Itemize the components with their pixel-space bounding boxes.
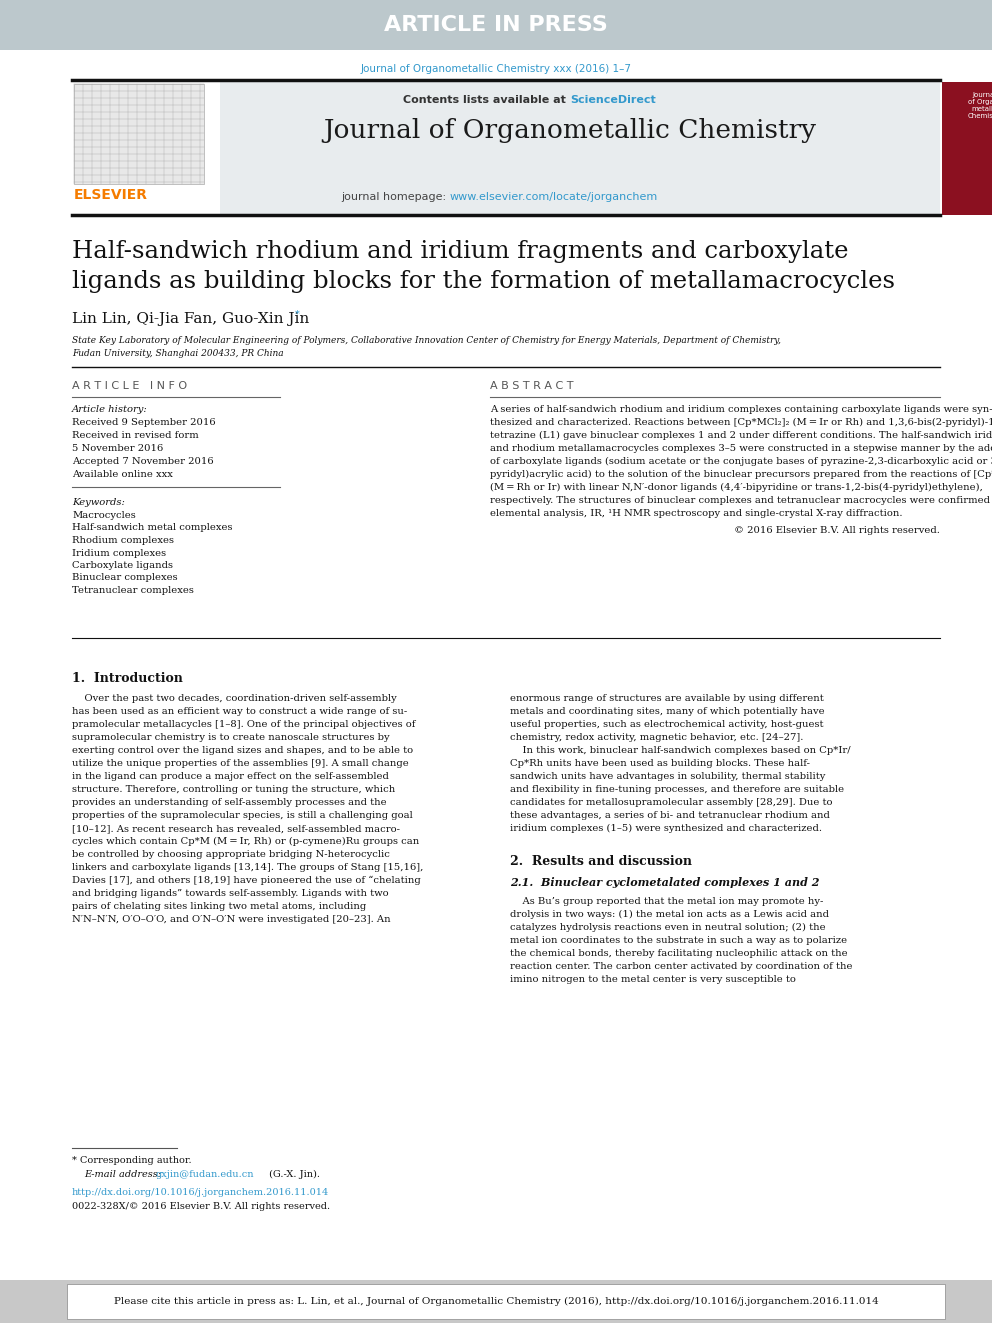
Text: and rhodium metallamacrocycles complexes 3–5 were constructed in a stepwise mann: and rhodium metallamacrocycles complexes… — [490, 445, 992, 452]
Text: Rhodium complexes: Rhodium complexes — [72, 536, 174, 545]
Text: Journal of Organometallic Chemistry xxx (2016) 1–7: Journal of Organometallic Chemistry xxx … — [360, 64, 632, 74]
Text: properties of the supramolecular species, is still a challenging goal: properties of the supramolecular species… — [72, 811, 413, 820]
Text: 2.  Results and discussion: 2. Results and discussion — [510, 855, 692, 868]
Text: Journal of Organometallic Chemistry: Journal of Organometallic Chemistry — [323, 118, 816, 143]
Text: metals and coordinating sites, many of which potentially have: metals and coordinating sites, many of w… — [510, 706, 824, 716]
Text: State Key Laboratory of Molecular Engineering of Polymers, Collaborative Innovat: State Key Laboratory of Molecular Engine… — [72, 336, 781, 345]
Text: ELSEVIER: ELSEVIER — [74, 188, 148, 202]
Bar — [942, 82, 992, 216]
Text: structure. Therefore, controlling or tuning the structure, which: structure. Therefore, controlling or tun… — [72, 785, 395, 794]
Bar — [67, 1285, 945, 1319]
Text: Carboxylate ligands: Carboxylate ligands — [72, 561, 173, 570]
Text: cycles which contain Cp*M (M = Ir, Rh) or (p-cymene)Ru groups can: cycles which contain Cp*M (M = Ir, Rh) o… — [72, 837, 420, 847]
Text: 5 November 2016: 5 November 2016 — [72, 445, 164, 452]
Text: N′N–N′N, O′O–O′O, and O′N–O′N were investigated [20–23]. An: N′N–N′N, O′O–O′O, and O′N–O′N were inves… — [72, 916, 391, 923]
Text: supramolecular chemistry is to create nanoscale structures by: supramolecular chemistry is to create na… — [72, 733, 390, 742]
Bar — [220, 82, 940, 216]
Text: ligands as building blocks for the formation of metallamacrocycles: ligands as building blocks for the forma… — [72, 270, 895, 292]
Text: * Corresponding author.: * Corresponding author. — [72, 1156, 191, 1166]
Text: Iridium complexes: Iridium complexes — [72, 549, 166, 557]
Text: be controlled by choosing appropriate bridging N-heterocyclic: be controlled by choosing appropriate br… — [72, 849, 390, 859]
Text: A series of half-sandwich rhodium and iridium complexes containing carboxylate l: A series of half-sandwich rhodium and ir… — [490, 405, 992, 414]
Text: and bridging ligands” towards self-assembly. Ligands with two: and bridging ligands” towards self-assem… — [72, 889, 389, 898]
Text: the chemical bonds, thereby facilitating nucleophilic attack on the: the chemical bonds, thereby facilitating… — [510, 949, 847, 958]
Text: Fudan University, Shanghai 200433, PR China: Fudan University, Shanghai 200433, PR Ch… — [72, 349, 284, 359]
Text: 1.  Introduction: 1. Introduction — [72, 672, 183, 685]
Text: chemistry, redox activity, magnetic behavior, etc. [24–27].: chemistry, redox activity, magnetic beha… — [510, 733, 804, 742]
Text: pramolecular metallacycles [1–8]. One of the principal objectives of: pramolecular metallacycles [1–8]. One of… — [72, 720, 416, 729]
Text: these advantages, a series of bi- and tetranuclear rhodium and: these advantages, a series of bi- and te… — [510, 811, 830, 820]
Text: http://dx.doi.org/10.1016/j.jorganchem.2016.11.014: http://dx.doi.org/10.1016/j.jorganchem.2… — [72, 1188, 329, 1197]
Text: gxjin@fudan.edu.cn: gxjin@fudan.edu.cn — [156, 1170, 255, 1179]
Text: Davies [17], and others [18,19] have pioneered the use of “chelating: Davies [17], and others [18,19] have pio… — [72, 876, 421, 885]
Text: Half-sandwich rhodium and iridium fragments and carboxylate: Half-sandwich rhodium and iridium fragme… — [72, 239, 848, 263]
Text: Available online xxx: Available online xxx — [72, 470, 173, 479]
Text: Half-sandwich metal complexes: Half-sandwich metal complexes — [72, 524, 232, 532]
Text: 0022-328X/© 2016 Elsevier B.V. All rights reserved.: 0022-328X/© 2016 Elsevier B.V. All right… — [72, 1203, 330, 1211]
Text: ARTICLE IN PRESS: ARTICLE IN PRESS — [384, 15, 608, 34]
Text: A B S T R A C T: A B S T R A C T — [490, 381, 573, 392]
Text: enormous range of structures are available by using different: enormous range of structures are availab… — [510, 695, 823, 703]
Text: in the ligand can produce a major effect on the self-assembled: in the ligand can produce a major effect… — [72, 773, 389, 781]
Text: sandwich units have advantages in solubility, thermal stability: sandwich units have advantages in solubi… — [510, 773, 825, 781]
Text: Binuclear complexes: Binuclear complexes — [72, 573, 178, 582]
Text: tetrazine (L1) gave binuclear complexes 1 and 2 under different conditions. The : tetrazine (L1) gave binuclear complexes … — [490, 431, 992, 441]
Text: pyridyl)acrylic acid) to the solution of the binuclear precursors prepared from : pyridyl)acrylic acid) to the solution of… — [490, 470, 992, 479]
Text: Macrocycles: Macrocycles — [72, 511, 136, 520]
Text: A R T I C L E   I N F O: A R T I C L E I N F O — [72, 381, 187, 392]
Text: drolysis in two ways: (1) the metal ion acts as a Lewis acid and: drolysis in two ways: (1) the metal ion … — [510, 910, 829, 919]
Text: candidates for metallosupramolecular assembly [28,29]. Due to: candidates for metallosupramolecular ass… — [510, 798, 832, 807]
Text: useful properties, such as electrochemical activity, host-guest: useful properties, such as electrochemic… — [510, 720, 823, 729]
Text: imino nitrogen to the metal center is very susceptible to: imino nitrogen to the metal center is ve… — [510, 975, 796, 984]
Text: Tetranuclear complexes: Tetranuclear complexes — [72, 586, 193, 595]
Text: Please cite this article in press as: L. Lin, et al., Journal of Organometallic : Please cite this article in press as: L.… — [114, 1297, 878, 1306]
Text: exerting control over the ligand sizes and shapes, and to be able to: exerting control over the ligand sizes a… — [72, 746, 413, 755]
Text: metal ion coordinates to the substrate in such a way as to polarize: metal ion coordinates to the substrate i… — [510, 935, 847, 945]
Bar — [0, 0, 992, 50]
Text: *: * — [295, 310, 300, 319]
Text: Contents lists available at: Contents lists available at — [404, 95, 570, 105]
Text: Cp*Rh units have been used as building blocks. These half-: Cp*Rh units have been used as building b… — [510, 759, 810, 767]
Text: © 2016 Elsevier B.V. All rights reserved.: © 2016 Elsevier B.V. All rights reserved… — [734, 527, 940, 534]
Text: elemental analysis, IR, ¹H NMR spectroscopy and single-crystal X-ray diffraction: elemental analysis, IR, ¹H NMR spectrosc… — [490, 509, 903, 519]
Text: E-mail address:: E-mail address: — [84, 1170, 164, 1179]
Text: In this work, binuclear half-sandwich complexes based on Cp*Ir/: In this work, binuclear half-sandwich co… — [510, 746, 850, 755]
Text: provides an understanding of self-assembly processes and the: provides an understanding of self-assemb… — [72, 798, 387, 807]
Text: respectively. The structures of binuclear complexes and tetranuclear macrocycles: respectively. The structures of binuclea… — [490, 496, 992, 505]
Text: Keywords:: Keywords: — [72, 497, 125, 507]
Text: Article history:: Article history: — [72, 405, 148, 414]
Text: Lin Lin, Qi-Jia Fan, Guo-Xin Jin: Lin Lin, Qi-Jia Fan, Guo-Xin Jin — [72, 312, 310, 325]
Text: Accepted 7 November 2016: Accepted 7 November 2016 — [72, 456, 213, 466]
Text: of carboxylate ligands (sodium acetate or the conjugate bases of pyrazine-2,3-di: of carboxylate ligands (sodium acetate o… — [490, 456, 992, 466]
Text: linkers and carboxylate ligands [13,14]. The groups of Stang [15,16],: linkers and carboxylate ligands [13,14].… — [72, 863, 424, 872]
Text: [10–12]. As recent research has revealed, self-assembled macro-: [10–12]. As recent research has revealed… — [72, 824, 400, 833]
Text: Journal
of Organo
metallic
Chemistry: Journal of Organo metallic Chemistry — [967, 93, 992, 119]
Text: Over the past two decades, coordination-driven self-assembly: Over the past two decades, coordination-… — [72, 695, 397, 703]
Text: Received in revised form: Received in revised form — [72, 431, 198, 441]
Text: reaction center. The carbon center activated by coordination of the: reaction center. The carbon center activ… — [510, 962, 852, 971]
Text: has been used as an efficient way to construct a wide range of su-: has been used as an efficient way to con… — [72, 706, 408, 716]
Text: www.elsevier.com/locate/jorganchem: www.elsevier.com/locate/jorganchem — [450, 192, 659, 202]
Text: journal homepage:: journal homepage: — [341, 192, 450, 202]
Bar — [0, 1279, 992, 1323]
Bar — [72, 82, 220, 216]
Bar — [74, 83, 204, 184]
Text: ScienceDirect: ScienceDirect — [570, 95, 656, 105]
Text: thesized and characterized. Reactions between [Cp*MCl₂]₂ (M = Ir or Rh) and 1,3,: thesized and characterized. Reactions be… — [490, 418, 992, 427]
Text: Received 9 September 2016: Received 9 September 2016 — [72, 418, 215, 427]
Text: (M = Rh or Ir) with linear N,N′-donor ligands (4,4′-bipyridine or trans-1,2-bis(: (M = Rh or Ir) with linear N,N′-donor li… — [490, 483, 983, 492]
Text: pairs of chelating sites linking two metal atoms, including: pairs of chelating sites linking two met… — [72, 902, 366, 912]
Text: and flexibility in fine-tuning processes, and therefore are suitable: and flexibility in fine-tuning processes… — [510, 785, 844, 794]
Text: utilize the unique properties of the assemblies [9]. A small change: utilize the unique properties of the ass… — [72, 759, 409, 767]
Text: (G.-X. Jin).: (G.-X. Jin). — [266, 1170, 320, 1179]
Text: As Bu’s group reported that the metal ion may promote hy-: As Bu’s group reported that the metal io… — [510, 897, 823, 906]
Text: iridium complexes (1–5) were synthesized and characterized.: iridium complexes (1–5) were synthesized… — [510, 824, 822, 833]
Text: catalyzes hydrolysis reactions even in neutral solution; (2) the: catalyzes hydrolysis reactions even in n… — [510, 923, 825, 933]
Text: 2.1.  Binuclear cyclometalated complexes 1 and 2: 2.1. Binuclear cyclometalated complexes … — [510, 877, 819, 888]
